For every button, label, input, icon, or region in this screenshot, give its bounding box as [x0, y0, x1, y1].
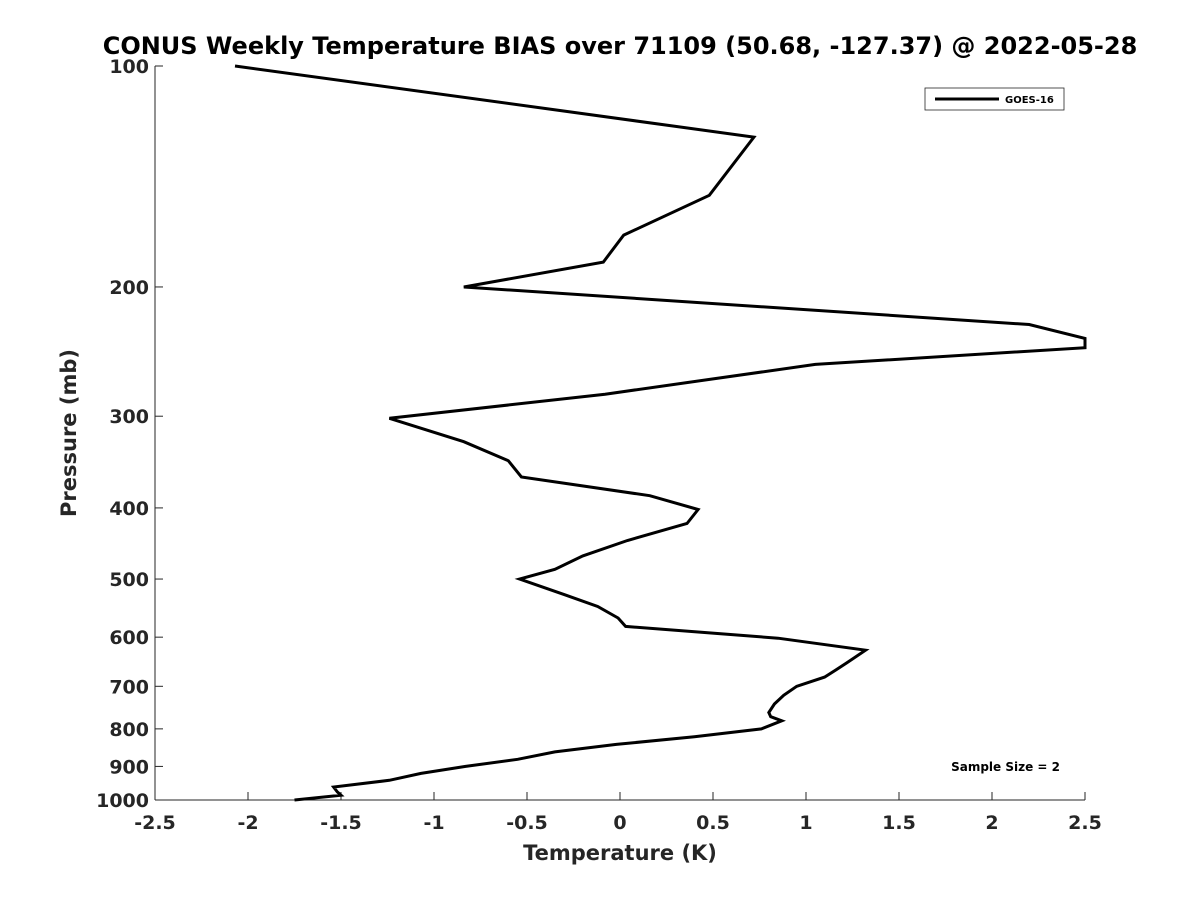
x-tick-label: -2.5	[134, 812, 176, 834]
x-tick-labels: -2.5 -2 -1.5 -1 -0.5 0 0.5 1 1.5 2 2.5	[134, 792, 1102, 834]
x-tick-label: 0	[613, 812, 626, 834]
y-axis-label: Pressure (mb)	[57, 349, 81, 517]
y-tick-label: 800	[109, 719, 149, 741]
x-tick-label: -1	[423, 812, 444, 834]
y-tick-label: 900	[109, 756, 149, 778]
y-tick-label: 400	[109, 498, 149, 520]
legend: GOES-16	[924, 87, 1065, 111]
y-tick-label: 700	[109, 676, 149, 698]
x-tick-label: 0.5	[696, 812, 730, 834]
y-tick-labels: 100 200 300 400 500 600 700 800 900 1000	[96, 56, 163, 812]
x-tick-label: -1.5	[320, 812, 362, 834]
x-tick-label: 2.5	[1068, 812, 1102, 834]
sample-size-annotation: Sample Size = 2	[951, 760, 1060, 774]
y-tick-label: 1000	[96, 790, 149, 812]
y-tick-label: 300	[109, 406, 149, 428]
x-axis-label: Temperature (K)	[523, 841, 717, 865]
chart-title: CONUS Weekly Temperature BIAS over 71109…	[103, 32, 1138, 60]
x-tick-label: -2	[237, 812, 258, 834]
x-tick-label: 2	[985, 812, 998, 834]
x-tick-label: 1.5	[882, 812, 916, 834]
y-tick-label: 600	[109, 627, 149, 649]
legend-label-goes-16: GOES-16	[1005, 95, 1054, 106]
series-line-goes-16	[234, 64, 1087, 802]
series-layer	[234, 64, 1087, 802]
y-tick-label: 500	[109, 569, 149, 591]
y-tick-label: 100	[109, 56, 149, 78]
y-tick-label: 200	[109, 277, 149, 299]
x-tick-label: 1	[799, 812, 812, 834]
x-tick-label: -0.5	[506, 812, 548, 834]
